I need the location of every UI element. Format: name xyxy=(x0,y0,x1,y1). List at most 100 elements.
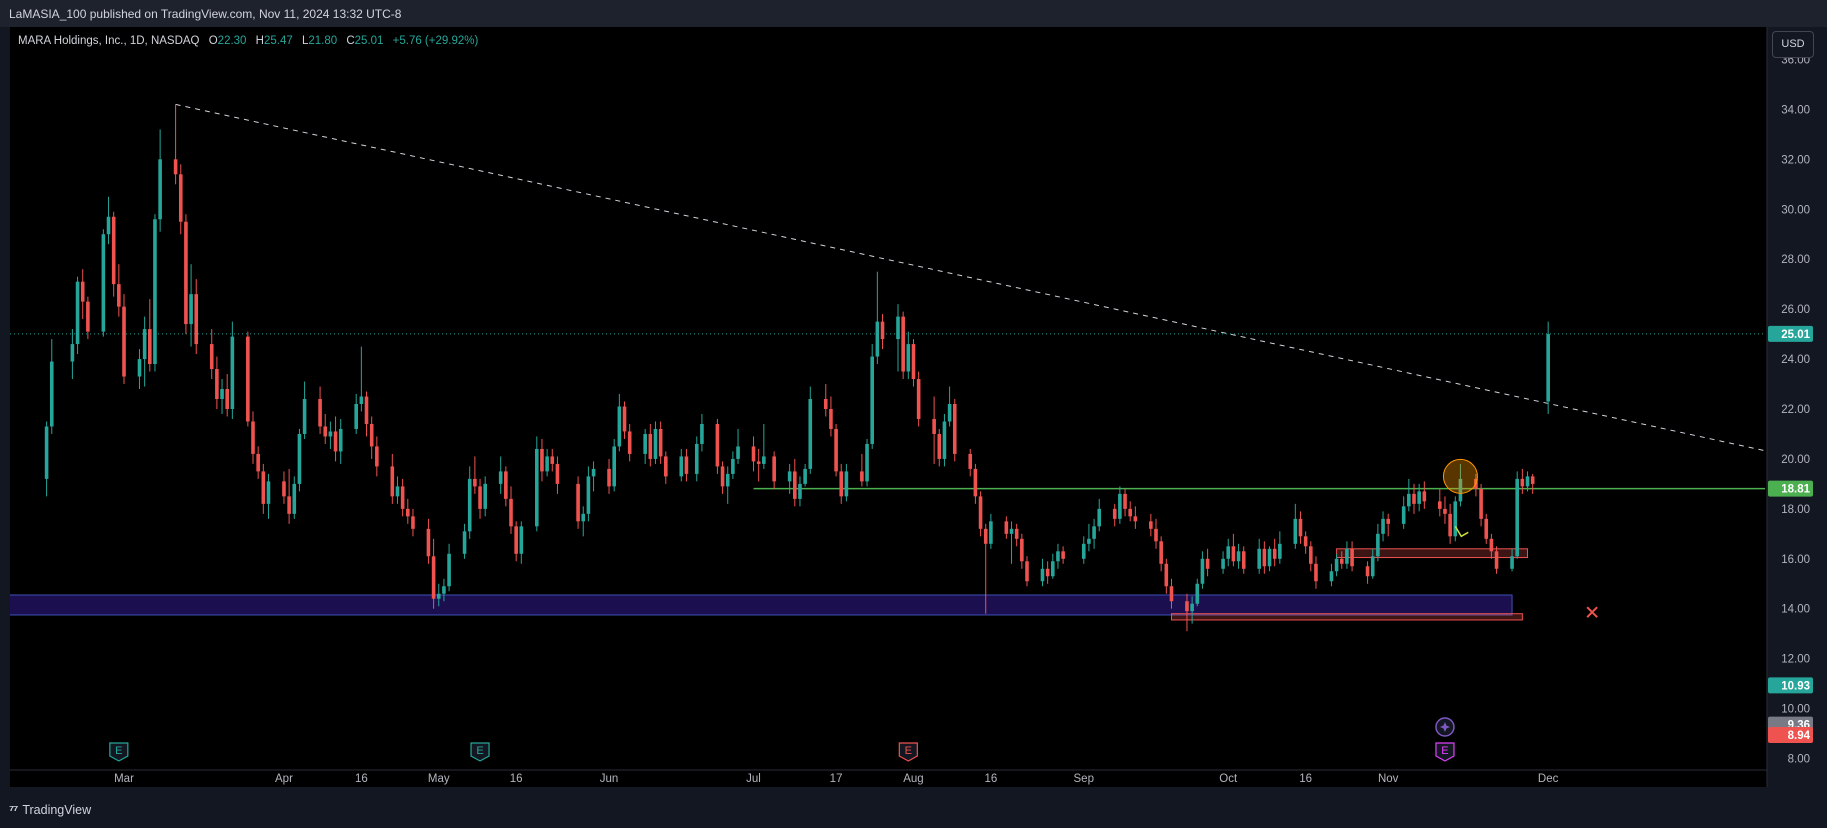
candle xyxy=(1401,496,1406,529)
candle-body xyxy=(220,389,224,400)
candle xyxy=(1417,483,1421,512)
candle-body xyxy=(519,526,524,554)
candle-body xyxy=(509,498,513,527)
candle xyxy=(607,458,611,494)
candle xyxy=(173,104,178,185)
date-tick-label: 16 xyxy=(355,773,368,785)
candle-body xyxy=(1458,478,1463,502)
candle-body xyxy=(483,483,487,509)
candle xyxy=(473,456,477,494)
candle-body xyxy=(1334,558,1339,572)
price-tick-label: 10.00 xyxy=(1781,704,1810,716)
candle xyxy=(1081,536,1086,564)
candle-body xyxy=(968,453,973,469)
candle-body xyxy=(302,399,307,434)
price-label-box xyxy=(1768,677,1813,694)
candle-body xyxy=(148,329,152,365)
candle xyxy=(323,413,328,444)
price-label-text: 25.01 xyxy=(1781,329,1810,341)
candle-body xyxy=(973,468,978,497)
candle xyxy=(1510,548,1514,572)
candle-body xyxy=(720,466,725,487)
candle xyxy=(1169,578,1174,609)
candle xyxy=(700,413,704,452)
candle-body xyxy=(612,446,616,487)
candle-body xyxy=(111,216,116,285)
candle xyxy=(762,423,766,469)
publish-bar: LaMASIA_100 published on TradingView.com… xyxy=(0,0,1827,27)
candle-body xyxy=(555,463,560,484)
candle-body xyxy=(256,453,260,472)
low-label: L xyxy=(301,35,309,47)
candle-body xyxy=(282,481,286,497)
candle-body xyxy=(1014,528,1019,539)
dividend-icon-star xyxy=(1439,722,1450,732)
candle xyxy=(1241,546,1246,574)
symbol-title: MARA Holdings, Inc., 1D, NASDAQ xyxy=(18,35,200,47)
earnings-marker-shape xyxy=(470,742,490,762)
candle xyxy=(952,399,957,462)
x-marker xyxy=(1586,606,1598,618)
candle-body xyxy=(1009,528,1014,534)
candle-body xyxy=(978,496,983,529)
candle xyxy=(839,463,844,504)
candle xyxy=(1453,496,1458,542)
candle xyxy=(586,466,591,522)
candle xyxy=(1040,558,1045,587)
candle-body xyxy=(1489,538,1494,552)
candle xyxy=(989,513,993,549)
candle xyxy=(1221,551,1225,574)
candle-body xyxy=(947,403,952,422)
candle-body xyxy=(1417,491,1421,504)
candle xyxy=(101,229,106,337)
candle xyxy=(1195,578,1200,607)
candle-body xyxy=(736,446,740,459)
candle xyxy=(287,468,291,524)
candle xyxy=(684,448,689,482)
candle xyxy=(978,491,983,537)
candle xyxy=(932,396,936,464)
candle-body xyxy=(1128,508,1132,517)
candle-body xyxy=(860,471,864,482)
candle xyxy=(1334,553,1339,577)
candle xyxy=(1087,523,1091,552)
candle-body xyxy=(700,423,704,444)
candle-body xyxy=(1159,541,1163,564)
candle xyxy=(1515,471,1519,559)
candle-body xyxy=(1236,551,1241,562)
candle xyxy=(720,461,725,494)
candle-body xyxy=(1267,548,1272,567)
tradingview-brand[interactable]: ⁷⁷ TradingView xyxy=(9,803,91,817)
candle xyxy=(1443,496,1447,524)
candle xyxy=(498,456,503,494)
candle-body xyxy=(772,456,776,482)
candle xyxy=(359,346,364,412)
earnings-marker-label: E xyxy=(1441,745,1448,757)
candle xyxy=(772,451,776,489)
candle-body xyxy=(1453,501,1458,537)
earnings-marker-label: E xyxy=(905,745,912,757)
candle-body xyxy=(137,359,142,377)
candle xyxy=(364,391,369,437)
candle xyxy=(1489,533,1494,559)
candle xyxy=(1128,501,1132,522)
candle-body xyxy=(1370,556,1375,577)
candle-body xyxy=(1097,508,1102,527)
candle xyxy=(1438,488,1442,517)
candle xyxy=(1422,481,1427,509)
candle-body xyxy=(1149,521,1153,529)
candle xyxy=(1112,503,1117,527)
candle-body xyxy=(725,473,730,487)
candle xyxy=(731,451,735,479)
candle xyxy=(844,463,849,502)
candle xyxy=(266,473,271,519)
candle-body xyxy=(1515,478,1519,557)
candle xyxy=(1345,541,1349,569)
candle-body xyxy=(1309,546,1313,564)
candle-body xyxy=(467,478,472,532)
currency-button[interactable]: USD xyxy=(1772,31,1814,58)
candle xyxy=(555,456,560,494)
candle-body xyxy=(1200,558,1205,584)
candle-body xyxy=(870,356,874,444)
